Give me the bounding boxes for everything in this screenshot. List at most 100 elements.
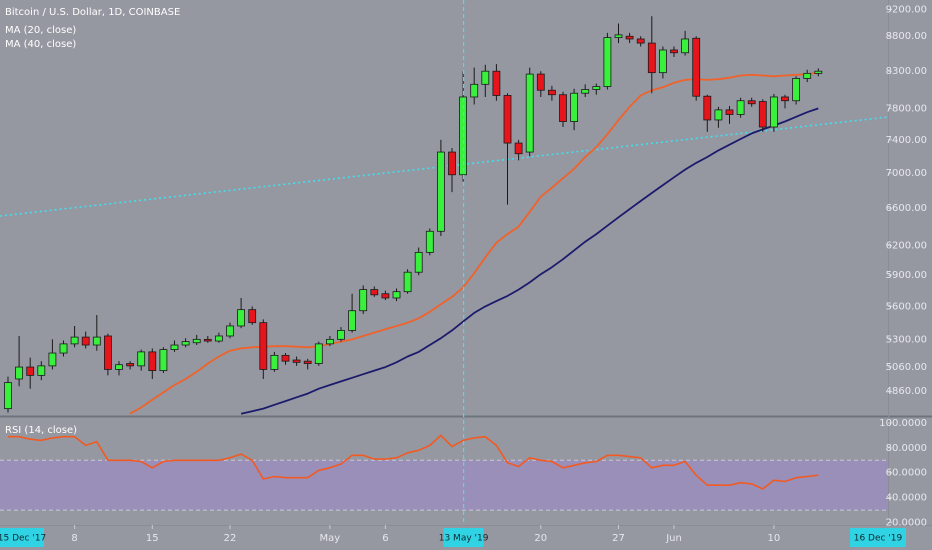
- range-label: 16 Dec '19: [854, 534, 903, 544]
- legend-entry: MA (40, close): [5, 39, 76, 50]
- crosshair-label: 13 May '19: [439, 534, 489, 544]
- y-tick-label: 40.0000: [886, 493, 927, 504]
- candle-body: [559, 94, 567, 122]
- candle-body: [303, 360, 312, 364]
- candle-body: [237, 309, 246, 327]
- y-tick-label: 8800.00: [886, 31, 927, 42]
- candle-body: [203, 338, 212, 342]
- candle-body: [37, 365, 46, 376]
- crosshair-label-box: [443, 528, 484, 547]
- candle-body: [581, 89, 590, 94]
- x-tick-label: 15: [146, 533, 159, 544]
- candle-body: [592, 86, 601, 90]
- axes: 9200.00 8800.00 8300.00 7800.00 7400.00 7000.…: [71, 0, 927, 547]
- candle-body: [115, 364, 123, 370]
- candle-body: [603, 37, 612, 87]
- range-label-box: [850, 528, 906, 547]
- candle-body: [126, 363, 134, 367]
- candle-body: [636, 38, 645, 44]
- x-tick-label: May: [320, 533, 341, 544]
- candle-body: [770, 96, 778, 128]
- candle-body: [337, 329, 345, 340]
- candle-body: [170, 344, 179, 350]
- candle-body: [681, 38, 689, 54]
- candle-body: [470, 83, 479, 98]
- candle-body: [614, 34, 623, 39]
- candle-body: [26, 366, 35, 376]
- rsi-band: [0, 460, 888, 511]
- range-label: 15 Dec '17: [0, 534, 46, 544]
- y-tick-label: 5900.00: [886, 270, 927, 281]
- y-tick-label: 7800.00: [886, 103, 927, 114]
- candle-body: [70, 336, 79, 345]
- candle-body: [548, 89, 556, 96]
- candle-body: [92, 336, 101, 346]
- candle-body: [736, 100, 745, 115]
- candle-body: [159, 349, 168, 372]
- candle-body: [425, 230, 434, 253]
- candle-body: [448, 151, 456, 176]
- candle-body: [281, 354, 290, 362]
- candle-body: [214, 335, 223, 342]
- candle-body: [747, 100, 756, 105]
- candle-body: [314, 343, 323, 364]
- y-tick-label: 6600.00: [886, 203, 927, 214]
- candle-body: [392, 291, 401, 299]
- x-tick-label: Jun: [665, 533, 682, 544]
- y-tick-label: 5600.00: [886, 301, 927, 312]
- rsi-panel: [0, 434, 888, 511]
- candle-body: [703, 95, 712, 121]
- candle-body: [692, 37, 701, 97]
- candle-body: [514, 142, 523, 155]
- candle-body: [814, 70, 823, 74]
- x-tick-label: 27: [612, 533, 625, 544]
- line: [240, 107, 819, 415]
- candle-body: [226, 325, 234, 337]
- candle-body: [414, 251, 423, 273]
- y-tick-label: 6200.00: [886, 241, 927, 252]
- legend-entry: RSI (14, close): [5, 425, 77, 436]
- candle-body: [714, 109, 723, 121]
- x-tick-label: 8: [71, 533, 77, 544]
- y-tick-label: 7400.00: [886, 135, 927, 146]
- range-label-box: [0, 528, 44, 547]
- candle-body: [104, 335, 112, 370]
- candle-body: [81, 336, 90, 346]
- candle-body: [758, 101, 767, 128]
- candle-body: [48, 352, 57, 367]
- y-tick-label: 20.0000: [886, 518, 927, 529]
- y-tick-label: 8300.00: [886, 66, 927, 77]
- candle-body: [259, 322, 268, 370]
- y-tick-label: 80.0000: [886, 443, 927, 454]
- candle-body: [248, 309, 257, 324]
- y-tick-label: 5300.00: [886, 334, 927, 345]
- y-tick-label: 9200.00: [886, 5, 927, 16]
- candle-body: [325, 338, 334, 345]
- candle-body: [525, 73, 534, 153]
- candle-body: [647, 42, 656, 74]
- candle-body: [570, 92, 578, 122]
- candle-body: [792, 78, 800, 102]
- x-tick-label: 20: [534, 533, 547, 544]
- candle-body: [503, 95, 512, 144]
- candle-body: [137, 351, 146, 367]
- y-tick-label: 4860.00: [886, 386, 927, 397]
- line: [129, 71, 819, 415]
- candle-body: [148, 351, 157, 372]
- candle-body: [625, 35, 634, 40]
- y-tick-label: 7000.00: [886, 168, 927, 179]
- candle-body: [436, 151, 445, 232]
- candle-body: [192, 338, 201, 344]
- candle-body: [536, 73, 545, 91]
- candle-body: [359, 289, 368, 312]
- price-panel: [4, 16, 823, 415]
- candle-body: [781, 96, 789, 102]
- x-tick-label: 6: [382, 533, 388, 544]
- candle-body: [659, 49, 667, 74]
- candle-body: [348, 310, 357, 331]
- candle-body: [292, 359, 301, 363]
- candle-body: [370, 289, 379, 296]
- candle-body: [803, 72, 812, 79]
- x-tick-label: 10: [768, 533, 781, 544]
